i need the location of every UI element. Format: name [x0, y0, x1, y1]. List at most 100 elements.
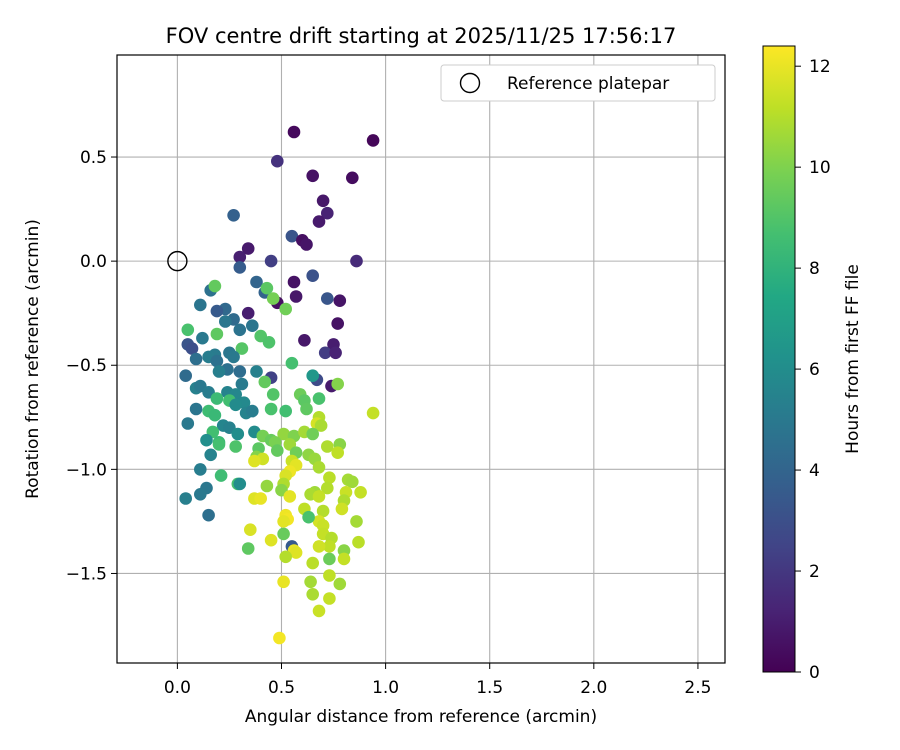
data-point [227, 350, 240, 364]
y-tick-label: −1.0 [66, 460, 107, 480]
legend: Reference platepar [440, 64, 716, 102]
data-point [314, 419, 328, 432]
data-point [318, 346, 332, 360]
data-point [248, 454, 261, 468]
data-point [258, 375, 272, 389]
data-point [194, 463, 207, 476]
data-point [208, 408, 222, 422]
data-point [210, 354, 224, 368]
data-point [306, 427, 320, 441]
data-point [333, 577, 347, 591]
data-point [279, 550, 293, 564]
data-point [194, 298, 207, 312]
data-point [262, 336, 276, 349]
data-point [354, 486, 367, 499]
data-point [227, 209, 240, 222]
data-point [229, 398, 242, 412]
x-tick-label: 1.5 [476, 678, 503, 698]
colorbar-tick-label: 6 [809, 360, 820, 380]
colorbar-tick-label: 10 [809, 158, 831, 178]
data-point [321, 440, 334, 453]
data-point [366, 134, 380, 147]
data-point [181, 323, 195, 337]
data-point [323, 552, 336, 566]
x-tick-label: 2.0 [580, 678, 607, 698]
data-point [189, 402, 203, 416]
colorbar-tick-label: 8 [809, 259, 820, 279]
colorbar-tick-label: 12 [809, 57, 831, 77]
data-point [287, 275, 301, 289]
data-point [331, 317, 345, 330]
data-point [329, 346, 342, 360]
data-point [260, 479, 274, 493]
data-point [283, 490, 297, 503]
data-point [298, 334, 311, 347]
data-point [271, 444, 284, 457]
data-point [229, 440, 242, 453]
data-point [210, 304, 224, 318]
data-point [277, 575, 290, 589]
x-axis-ticks: 0.0 0.5 1.0 1.5 2.0 2.5 [164, 663, 711, 698]
x-tick-label: 0.0 [164, 678, 191, 698]
data-point [323, 471, 336, 485]
data-point [264, 533, 278, 547]
data-point [352, 535, 365, 549]
data-point [254, 492, 267, 505]
y-axis-label: Rotation from reference (arcmin) [23, 219, 43, 499]
data-point [212, 438, 226, 451]
data-point [241, 306, 255, 320]
data-point [306, 369, 320, 383]
data-point [285, 356, 299, 370]
data-point [264, 254, 278, 268]
data-point [306, 588, 320, 601]
colorbar-tick-label: 0 [809, 663, 820, 683]
data-point [212, 365, 226, 378]
data-point [285, 229, 299, 243]
data-point [277, 515, 290, 528]
data-point [233, 365, 247, 378]
data-point [208, 279, 222, 293]
data-point [287, 125, 301, 139]
x-tick-label: 1.0 [372, 678, 399, 698]
x-tick-label: 0.5 [268, 678, 295, 698]
data-point [250, 275, 263, 289]
data-point [273, 631, 286, 645]
data-point [179, 369, 192, 383]
y-tick-label: 0.5 [80, 148, 107, 168]
data-point [233, 261, 247, 274]
data-point [331, 446, 345, 460]
data-point [210, 392, 224, 405]
data-point [323, 540, 336, 553]
data-point [279, 404, 293, 418]
colorbar-tick-label: 4 [809, 461, 820, 481]
data-point [202, 508, 215, 522]
data-point [300, 238, 313, 251]
y-tick-label: 0.0 [80, 252, 107, 272]
data-point [312, 215, 326, 228]
data-point [266, 292, 280, 305]
data-point [312, 392, 326, 405]
data-point [277, 427, 290, 441]
data-point [246, 404, 259, 418]
data-point [323, 569, 336, 582]
x-axis-label: Angular distance from reference (arcmin) [245, 707, 597, 727]
data-point [264, 402, 278, 416]
data-point [316, 504, 330, 518]
data-point [185, 342, 199, 355]
data-point [323, 592, 336, 605]
data-point [306, 269, 320, 283]
data-point [302, 510, 315, 524]
data-point [214, 469, 228, 482]
data-point [241, 542, 255, 555]
reference-marker-layer [167, 250, 188, 272]
legend-reference-marker [459, 72, 481, 94]
colorbar-gradient [762, 45, 796, 673]
data-point [204, 448, 217, 462]
data-point [279, 302, 293, 316]
data-point [235, 377, 249, 391]
data-point [196, 331, 209, 345]
data-point [179, 492, 192, 505]
y-tick-label: −1.5 [66, 564, 107, 584]
data-point [246, 319, 259, 333]
